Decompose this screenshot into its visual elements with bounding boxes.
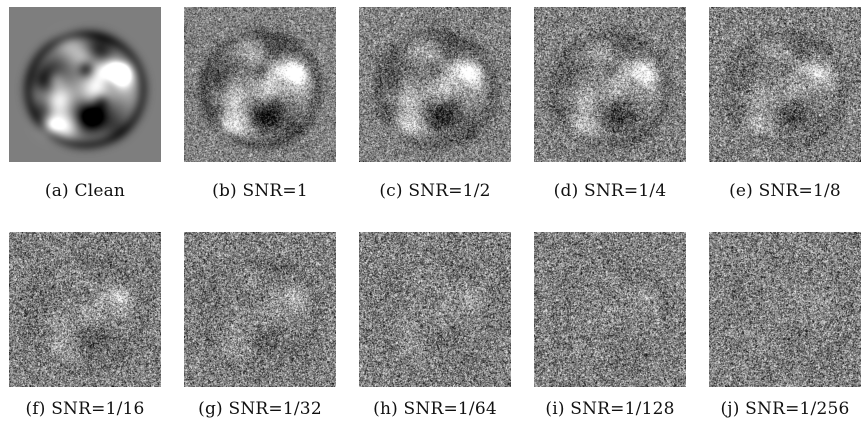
- noisy-image-snr-1-32: [184, 232, 336, 387]
- panel-g: (g) SNR=1/32: [175, 232, 341, 419]
- noisy-image-snr-1-4: [534, 7, 686, 162]
- panel-b: (b) SNR=1: [175, 7, 341, 201]
- caption-i: (i) SNR=1/128: [545, 399, 675, 419]
- panel-a: (a) Clean: [0, 7, 166, 201]
- panel-i: (i) SNR=1/128: [525, 232, 691, 419]
- noisy-image-snr-1-256: [709, 232, 861, 387]
- panel-j: (j) SNR=1/256: [700, 232, 862, 419]
- panel-f: (f) SNR=1/16: [0, 232, 166, 419]
- caption-e: (e) SNR=1/8: [729, 181, 841, 201]
- caption-j: (j) SNR=1/256: [720, 399, 850, 419]
- panel-e: (e) SNR=1/8: [700, 7, 862, 201]
- noisy-image-snr-1-2: [359, 7, 511, 162]
- noisy-image-snr-1-64: [359, 232, 511, 387]
- caption-b: (b) SNR=1: [212, 181, 308, 201]
- noisy-image-snr-1-16: [9, 232, 161, 387]
- panel-c: (c) SNR=1/2: [350, 7, 516, 201]
- caption-c: (c) SNR=1/2: [379, 181, 491, 201]
- noisy-image-snr-1-128: [534, 232, 686, 387]
- noisy-image-snr-1-8: [709, 7, 861, 162]
- panel-h: (h) SNR=1/64: [350, 232, 516, 419]
- caption-a: (a) Clean: [44, 181, 126, 201]
- noisy-image-snr-1: [184, 7, 336, 162]
- clean-image: [9, 7, 161, 162]
- caption-d: (d) SNR=1/4: [553, 181, 667, 201]
- caption-h: (h) SNR=1/64: [373, 399, 497, 419]
- caption-f: (f) SNR=1/16: [25, 399, 145, 419]
- panel-d: (d) SNR=1/4: [525, 7, 691, 201]
- caption-g: (g) SNR=1/32: [198, 399, 322, 419]
